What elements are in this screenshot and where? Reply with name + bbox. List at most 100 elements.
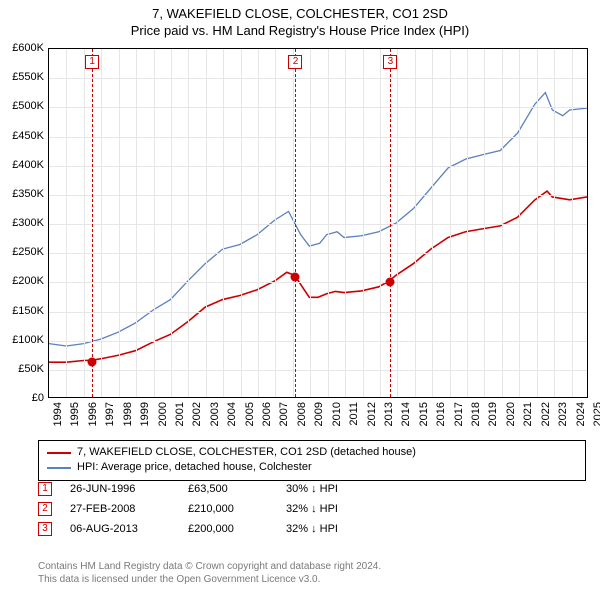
x-tick-label: 2016 [435,402,447,426]
gridline-v [484,49,485,397]
x-tick-label: 2010 [331,402,343,426]
note-row: 2 27-FEB-2008 £210,000 32% ↓ HPI [38,502,586,516]
transaction-notes: 126-JUN-1996£63,50030% ↓ HPI227-FEB-2008… [38,482,586,542]
gridline-h [49,341,587,342]
x-tick-label: 2004 [226,402,238,426]
gridline-v [432,49,433,397]
gridline-v [502,49,503,397]
note-price: £210,000 [188,503,268,515]
gridline-h [49,195,587,196]
note-marker-2: 2 [38,502,52,516]
note-marker-3: 3 [38,522,52,536]
chart-subtitle: Price paid vs. HM Land Registry's House … [0,23,600,40]
gridline-v [275,49,276,397]
y-tick-label: £250K [12,246,44,258]
x-tick-label: 2013 [383,402,395,426]
note-price: £63,500 [188,483,268,495]
x-tick-label: 2017 [453,402,465,426]
gridline-v [223,49,224,397]
gridline-v [66,49,67,397]
x-tick-label: 2022 [540,402,552,426]
marker-dot-3 [386,278,395,287]
gridline-v [136,49,137,397]
gridline-v [572,49,573,397]
gridline-h [49,282,587,283]
legend-row: 7, WAKEFIELD CLOSE, COLCHESTER, CO1 2SD … [47,445,577,460]
x-tick-label: 1994 [52,402,64,426]
gridline-v [241,49,242,397]
x-tick-label: 2001 [174,402,186,426]
gridline-v [310,49,311,397]
x-tick-label: 2012 [366,402,378,426]
gridline-v [258,49,259,397]
x-tick-label: 2018 [470,402,482,426]
attribution-footer: Contains HM Land Registry data © Crown c… [38,560,586,586]
legend: 7, WAKEFIELD CLOSE, COLCHESTER, CO1 2SD … [38,440,586,481]
gridline-h [49,107,587,108]
gridline-h [49,78,587,79]
footer-line-1: Contains HM Land Registry data © Crown c… [38,560,586,573]
gridline-v [188,49,189,397]
gridline-v [171,49,172,397]
gridline-v [554,49,555,397]
y-tick-label: £50K [18,363,44,375]
note-delta: 32% ↓ HPI [286,523,338,535]
y-tick-label: £350K [12,188,44,200]
note-delta: 30% ↓ HPI [286,483,338,495]
gridline-v [293,49,294,397]
gridline-v [206,49,207,397]
chart-container: 7, WAKEFIELD CLOSE, COLCHESTER, CO1 2SD … [0,0,600,590]
y-tick-label: £200K [12,275,44,287]
marker-box-2: 2 [288,55,302,69]
x-tick-label: 2019 [487,402,499,426]
y-tick-label: £550K [12,71,44,83]
note-date: 27-FEB-2008 [70,503,170,515]
line-series-svg [49,49,587,397]
y-tick-label: £100K [12,334,44,346]
y-tick-label: £150K [12,305,44,317]
gridline-h [49,312,587,313]
gridline-v [519,49,520,397]
marker-box-1: 1 [85,55,99,69]
y-tick-label: £300K [12,217,44,229]
y-axis: £0£50K£100K£150K£200K£250K£300K£350K£400… [0,48,46,398]
x-axis: 1994199519961997199819992000200120022003… [48,400,588,440]
gridline-v [154,49,155,397]
gridline-v [380,49,381,397]
x-tick-label: 2002 [191,402,203,426]
x-tick-label: 2008 [296,402,308,426]
y-tick-label: £450K [12,130,44,142]
marker-vline-1 [92,49,93,397]
x-tick-label: 2021 [522,402,534,426]
x-tick-label: 2023 [557,402,569,426]
x-tick-label: 2014 [400,402,412,426]
gridline-h [49,137,587,138]
y-tick-label: £0 [32,392,44,404]
gridline-v [328,49,329,397]
legend-row: HPI: Average price, detached house, Colc… [47,460,577,475]
gridline-v [363,49,364,397]
x-tick-label: 2020 [505,402,517,426]
note-delta: 32% ↓ HPI [286,503,338,515]
marker-dot-2 [291,272,300,281]
gridline-v [397,49,398,397]
title-block: 7, WAKEFIELD CLOSE, COLCHESTER, CO1 2SD … [0,0,600,44]
legend-label: HPI: Average price, detached house, Colc… [77,460,312,475]
series-hpi [49,93,587,346]
marker-box-3: 3 [383,55,397,69]
y-tick-label: £400K [12,159,44,171]
x-tick-label: 1998 [122,402,134,426]
y-tick-label: £600K [12,42,44,54]
gridline-h [49,370,587,371]
x-tick-label: 1996 [87,402,99,426]
x-tick-label: 2006 [261,402,273,426]
x-tick-label: 2000 [157,402,169,426]
plot-area: 1 2 3 [48,48,588,398]
gridline-v [101,49,102,397]
note-marker-1: 1 [38,482,52,496]
gridline-v [415,49,416,397]
x-tick-label: 1997 [104,402,116,426]
gridline-v [345,49,346,397]
x-tick-label: 2003 [209,402,221,426]
gridline-v [537,49,538,397]
